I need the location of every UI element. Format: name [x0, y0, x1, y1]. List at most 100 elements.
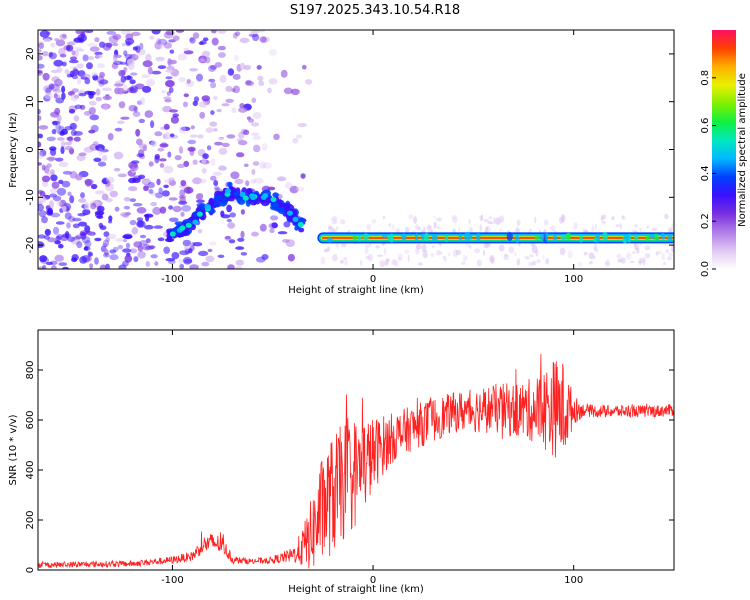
heatmap-cell	[56, 233, 63, 240]
heatmap-cell	[610, 217, 615, 220]
heatmap-cell	[211, 37, 219, 46]
heatmap-cell	[51, 128, 57, 135]
heatmap-cell	[488, 216, 493, 220]
heatmap-cell	[534, 234, 540, 240]
heatmap-cell	[64, 231, 70, 239]
heatmap-cell	[243, 65, 252, 70]
heatmap-cell	[561, 215, 564, 222]
heatmap-cell	[297, 221, 304, 228]
heatmap-cell	[132, 111, 141, 117]
heatmap-cell	[150, 192, 158, 196]
heatmap-cell	[405, 226, 410, 234]
heatmap-cell	[250, 194, 257, 201]
heatmap-cell	[128, 177, 137, 184]
heatmap-cell	[634, 234, 639, 240]
heatmap-cell	[199, 178, 207, 184]
heatmap-cell	[66, 41, 76, 46]
heatmap-cell	[451, 215, 457, 220]
heatmap-cell	[327, 236, 333, 243]
heatmap-cell	[506, 232, 513, 241]
heatmap-cell	[189, 37, 196, 44]
heatmap-cell	[169, 133, 175, 138]
heatmap-cell	[213, 95, 218, 100]
heatmap-cell	[534, 216, 537, 224]
heatmap-cell	[133, 106, 138, 113]
heatmap-cell	[118, 70, 126, 77]
heatmap-cell	[427, 225, 432, 230]
heatmap-cell	[612, 215, 615, 220]
heatmap-cell	[324, 248, 329, 252]
heatmap-cell	[52, 226, 60, 235]
heatmap-cell	[567, 250, 573, 259]
heatmap-cell	[436, 226, 441, 230]
heatmap-cell	[128, 186, 138, 192]
spectrogram-ylabel: Frequency (Hz)	[8, 112, 19, 188]
heatmap-cell	[187, 139, 197, 145]
heatmap-cell	[588, 252, 595, 260]
heatmap-cell	[89, 114, 100, 121]
heatmap-cell	[133, 202, 143, 207]
heatmap-cell	[61, 180, 71, 188]
heatmap-cell	[61, 85, 66, 93]
heatmap-cell	[391, 224, 395, 231]
heatmap-cell	[239, 103, 245, 109]
heatmap-cell	[59, 53, 67, 58]
heatmap-cell	[465, 242, 470, 248]
heatmap-cell	[214, 202, 219, 207]
heatmap-cell	[88, 252, 94, 257]
heatmap-cell	[78, 198, 87, 204]
heatmap-cell	[88, 129, 96, 134]
heatmap-cell	[559, 247, 566, 256]
heatmap-cell	[83, 146, 94, 153]
heatmap-cell	[332, 229, 338, 232]
heatmap-cell	[113, 151, 124, 160]
heatmap-cell	[163, 165, 174, 174]
heatmap-cell	[157, 147, 165, 152]
heatmap-cell	[245, 79, 252, 85]
heatmap-cell	[163, 123, 170, 130]
heatmap-cell	[169, 109, 178, 113]
heatmap-cell	[142, 60, 153, 68]
heatmap-cell	[634, 243, 639, 251]
heatmap-cell	[261, 254, 269, 260]
heatmap-cell	[78, 221, 88, 227]
heatmap-cell	[499, 228, 503, 232]
heatmap-cell	[84, 30, 94, 33]
heatmap-cell	[44, 195, 51, 199]
heatmap-cell	[240, 209, 245, 215]
heatmap-cell	[115, 238, 124, 242]
heatmap-cell	[67, 135, 74, 143]
heatmap-cell	[602, 232, 608, 241]
heatmap-cell	[68, 108, 76, 114]
heatmap-cell	[58, 262, 68, 266]
heatmap-cell	[156, 178, 161, 186]
heatmap-cell	[78, 152, 87, 157]
heatmap-cell	[102, 87, 112, 92]
heatmap-cell	[573, 222, 578, 230]
heatmap-cell	[201, 95, 211, 102]
heatmap-cell	[468, 219, 471, 224]
heatmap-cell	[150, 140, 158, 147]
heatmap-cell	[612, 216, 615, 221]
heatmap-cell	[271, 201, 279, 210]
heatmap-cell	[61, 34, 67, 39]
heatmap-cell	[102, 239, 110, 247]
heatmap-cell	[436, 217, 443, 222]
heatmap-cell	[252, 161, 260, 166]
heatmap-cell	[401, 233, 407, 241]
heatmap-cell	[89, 46, 100, 52]
heatmap-cell	[97, 161, 107, 167]
heatmap-cell	[96, 63, 105, 69]
heatmap-cell	[336, 226, 339, 230]
heatmap-cell	[38, 125, 49, 130]
heatmap-cell	[476, 232, 481, 242]
heatmap-cell	[202, 153, 209, 160]
heatmap-cell	[232, 73, 241, 80]
heatmap-cell	[62, 266, 69, 269]
heatmap-cell	[66, 45, 71, 51]
heatmap-cell	[139, 97, 146, 105]
heatmap-cell	[252, 135, 262, 140]
heatmap-cell	[102, 42, 112, 51]
heatmap-cell	[642, 258, 646, 266]
heatmap-cell	[137, 220, 144, 228]
